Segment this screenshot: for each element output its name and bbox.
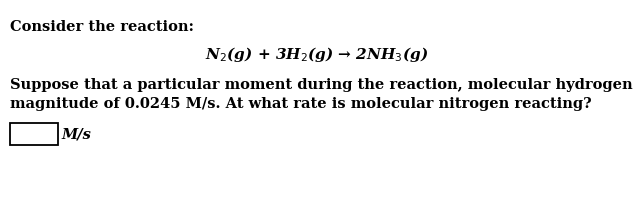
Text: Consider the reaction:: Consider the reaction: [10,20,194,34]
Text: magnitude of 0.0245 M/s. At what rate is molecular nitrogen reacting?: magnitude of 0.0245 M/s. At what rate is… [10,97,592,111]
Text: Suppose that a particular moment during the reaction, molecular hydrogen is reac: Suppose that a particular moment during … [10,78,635,92]
FancyBboxPatch shape [10,123,58,145]
Text: N$_2$(g) + 3H$_2$(g) → 2NH$_3$(g): N$_2$(g) + 3H$_2$(g) → 2NH$_3$(g) [205,45,429,64]
Text: M/s: M/s [61,127,91,141]
